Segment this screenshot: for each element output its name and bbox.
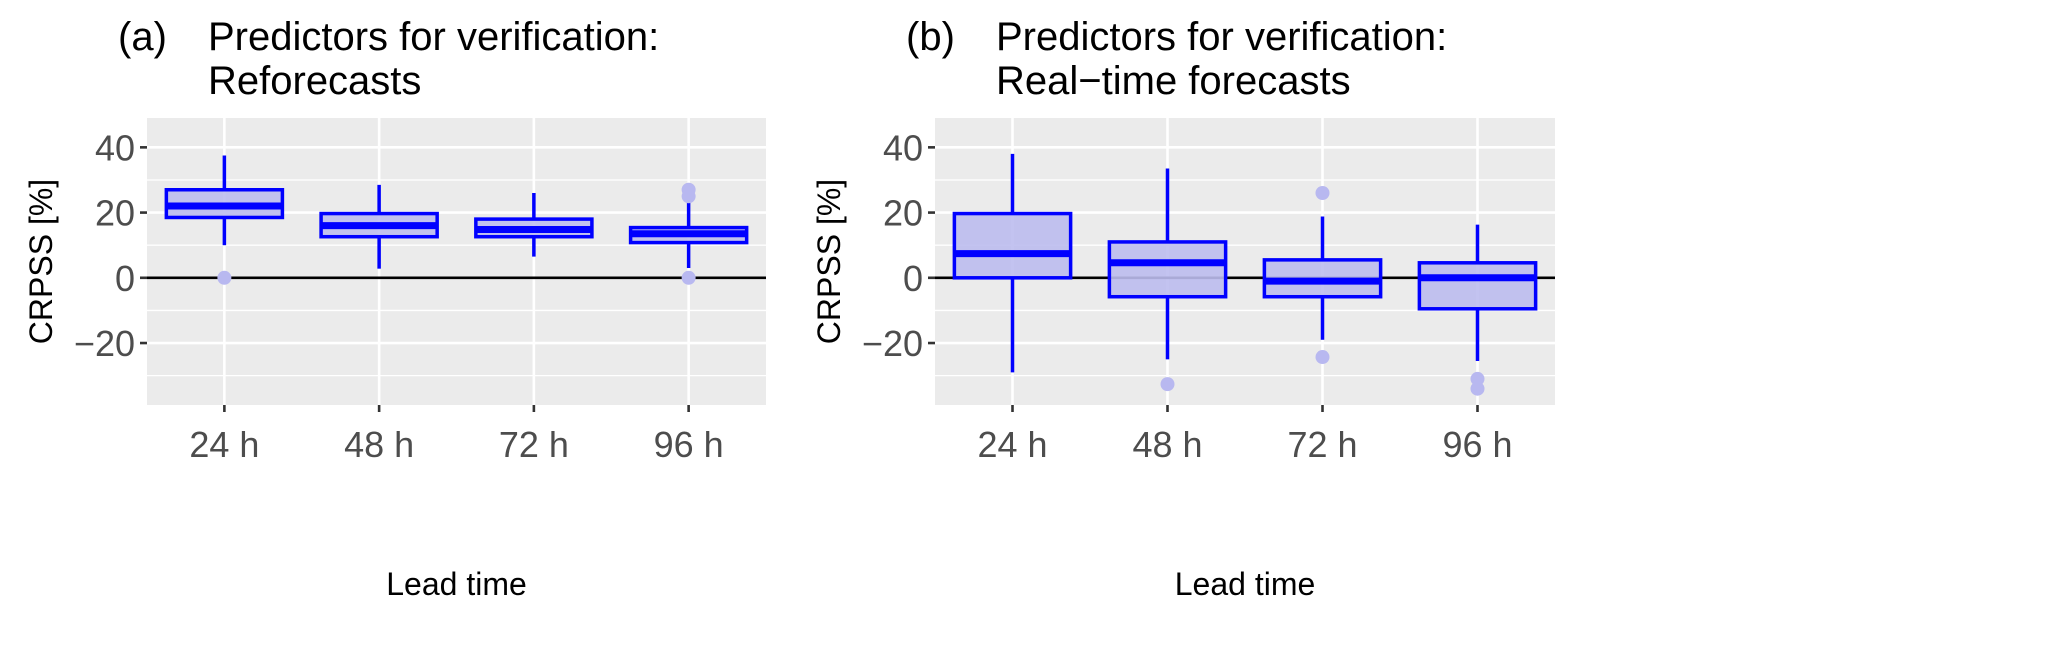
x-tick-label: 24 h [189, 424, 259, 465]
panel-title-line: Predictors for verification: [208, 15, 659, 59]
x-tick-label: 48 h [344, 424, 414, 465]
y-tick-label: 20 [883, 193, 923, 234]
box-24h [952, 153, 1073, 373]
x-axis-title: Lead time [1175, 566, 1316, 602]
outlier-point [1315, 350, 1330, 365]
y-tick-label: 0 [903, 258, 923, 299]
y-tick-label: 0 [115, 258, 135, 299]
y-tick-label: −20 [74, 323, 135, 364]
x-tick-label: 96 h [1442, 424, 1512, 465]
box-48h [1107, 168, 1228, 392]
x-tick-label: 72 h [1287, 424, 1357, 465]
x-tick-label: 48 h [1132, 424, 1202, 465]
box-72h [474, 193, 594, 257]
box-iqr [1417, 261, 1538, 311]
y-tick-label: 20 [95, 193, 135, 234]
y-tick-label: −20 [862, 323, 923, 364]
panel-title-line: Reforecasts [208, 59, 421, 103]
box-72h [1262, 186, 1383, 365]
y-axis-title: CRPSS [%] [811, 179, 847, 344]
y-tick-label: 40 [883, 127, 923, 168]
outlier-point [217, 270, 232, 285]
panel-title-line: Predictors for verification: [996, 15, 1447, 59]
box-iqr [1107, 240, 1228, 299]
x-tick-label: 96 h [654, 424, 724, 465]
panel-title-line: Real−time forecasts [996, 59, 1351, 103]
box-iqr [952, 211, 1073, 280]
outlier-point [681, 189, 696, 204]
outlier-point [1470, 381, 1485, 396]
box-96h [1417, 224, 1538, 396]
outlier-point [1470, 371, 1485, 386]
panel-a: (a) Predictors for verification:Reforecas… [23, 15, 766, 602]
box-48h [319, 184, 439, 269]
y-tick-label: 40 [95, 127, 135, 168]
outlier-point [1160, 377, 1175, 392]
box-96h [628, 182, 749, 285]
panel-label: (a) [118, 15, 167, 59]
outlier-point [681, 270, 696, 285]
box-24h [164, 155, 285, 285]
x-tick-label: 72 h [499, 424, 569, 465]
outlier-point [1315, 186, 1330, 201]
panel-b: (b) Predictors for verification:Real−time… [811, 15, 1555, 602]
plot-background [147, 118, 766, 405]
x-tick-label: 24 h [977, 424, 1047, 465]
y-axis-title: CRPSS [%] [23, 179, 59, 344]
x-axis-title: Lead time [386, 566, 527, 602]
panel-label: (b) [906, 15, 955, 59]
